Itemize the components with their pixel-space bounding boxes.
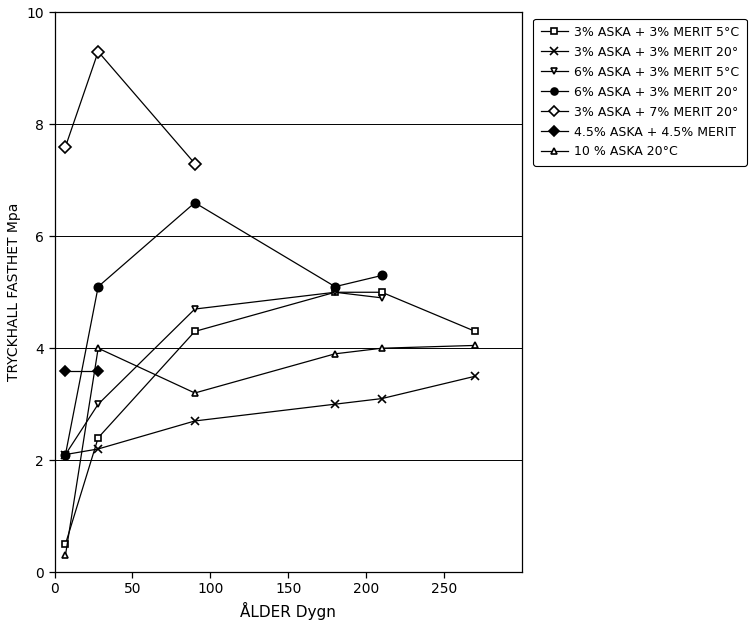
Y-axis label: TRYCKHALL FASTHET Mpa: TRYCKHALL FASTHET Mpa (7, 203, 21, 381)
X-axis label: ÅLDER Dygn: ÅLDER Dygn (240, 602, 336, 620)
Legend: 3% ASKA + 3% MERIT 5°C, 3% ASKA + 3% MERIT 20°, 6% ASKA + 3% MERIT 5°C, 6% ASKA : 3% ASKA + 3% MERIT 5°C, 3% ASKA + 3% MER… (533, 19, 747, 166)
